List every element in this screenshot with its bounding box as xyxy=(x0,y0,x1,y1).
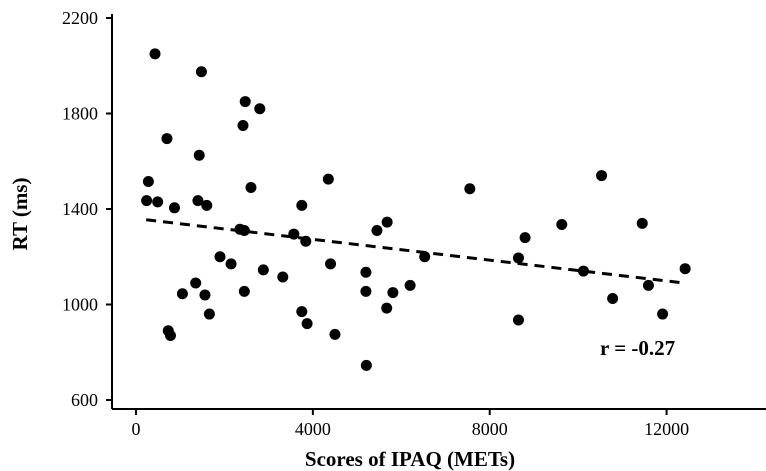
x-axis-label: Scores of IPAQ (METs) xyxy=(305,447,515,471)
data-point xyxy=(296,199,308,211)
y-tick-label: 600 xyxy=(71,390,98,410)
data-point xyxy=(296,306,308,318)
data-point xyxy=(257,264,269,276)
data-point xyxy=(199,289,211,301)
data-point xyxy=(149,48,161,60)
x-tick-label: 0 xyxy=(132,419,141,439)
data-point xyxy=(512,314,524,326)
data-point xyxy=(322,173,334,185)
data-point xyxy=(387,287,399,299)
data-point xyxy=(225,258,237,270)
data-point xyxy=(381,302,393,314)
x-tick-label: 12000 xyxy=(644,419,689,439)
data-point xyxy=(245,182,257,194)
data-points xyxy=(141,48,691,371)
data-point xyxy=(239,96,251,108)
data-point xyxy=(360,266,372,278)
data-point xyxy=(192,195,204,207)
data-point xyxy=(642,279,654,291)
data-point xyxy=(636,217,648,229)
data-point xyxy=(329,328,341,340)
data-point xyxy=(607,293,619,305)
data-point xyxy=(190,277,202,289)
y-tick-label: 2200 xyxy=(62,8,98,28)
data-point xyxy=(301,318,313,330)
y-tick-label: 1800 xyxy=(62,104,98,124)
data-point xyxy=(254,103,266,115)
data-point xyxy=(325,258,337,270)
data-point xyxy=(404,279,416,291)
data-point xyxy=(164,330,176,342)
data-point xyxy=(238,224,250,236)
data-point xyxy=(371,224,383,236)
data-point xyxy=(201,199,213,211)
data-point xyxy=(360,285,372,297)
data-point xyxy=(556,219,568,231)
axes xyxy=(111,14,766,410)
data-point xyxy=(300,235,312,247)
data-point xyxy=(657,308,669,320)
data-point xyxy=(360,359,372,371)
data-point xyxy=(176,288,188,300)
y-tick-label: 1400 xyxy=(62,199,98,219)
data-point xyxy=(237,119,249,131)
data-point xyxy=(679,263,691,275)
data-point xyxy=(596,170,608,182)
data-point xyxy=(195,66,207,78)
x-tick-label: 4000 xyxy=(295,419,331,439)
data-point xyxy=(577,265,589,277)
y-axis-label: RT (ms) xyxy=(8,178,32,251)
data-point xyxy=(142,176,154,188)
data-point xyxy=(288,228,300,240)
data-point xyxy=(141,195,153,207)
data-point xyxy=(152,196,164,208)
data-point xyxy=(168,202,180,214)
data-point xyxy=(203,308,215,320)
y-tick-label: 1000 xyxy=(62,295,98,315)
data-point xyxy=(193,149,205,161)
data-point xyxy=(277,271,289,283)
data-point xyxy=(464,183,476,195)
trend-line xyxy=(145,218,685,285)
ticks: 600 1000 1400 1800 2200 0 4000 8000 12000 xyxy=(62,8,689,439)
data-point xyxy=(519,232,531,244)
data-point xyxy=(238,285,250,297)
data-point xyxy=(512,252,524,264)
data-point xyxy=(214,251,226,263)
data-point xyxy=(161,133,173,145)
correlation-annotation: r = -0.27 xyxy=(600,336,675,360)
data-point xyxy=(381,216,393,228)
x-tick-label: 8000 xyxy=(472,419,508,439)
data-point xyxy=(419,251,431,263)
